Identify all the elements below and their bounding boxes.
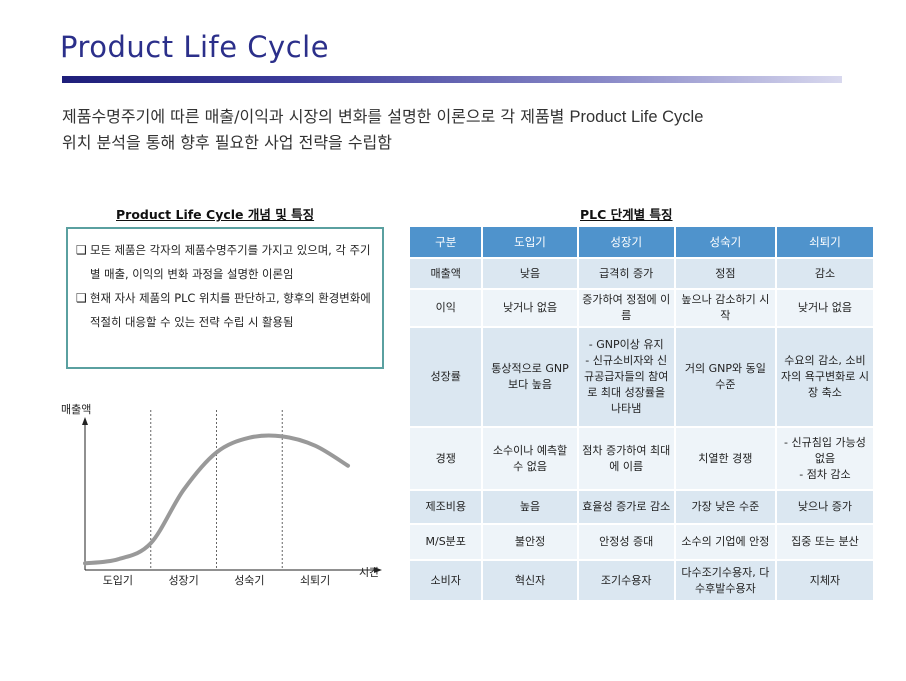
table-cell: 높으나 감소하기 시작 [675,290,775,328]
x-axis-arrow-icon [374,567,382,573]
table-cell: 수요의 감소, 소비자의 욕구변화로 시장 축소 [776,328,873,428]
table-row-label: 제조비용 [410,491,482,525]
table-header: 성숙기 [675,227,775,259]
table-row: 매출액 낮음 급격히 증가 정점 감소 [410,259,873,290]
table-header: 성장기 [578,227,674,259]
concept-bullet-text: 모든 제품은 각자의 제품수명주기를 가지고 있으며, 각 주기별 매출, 이익… [90,243,371,281]
table-cell: 효율성 증가로 감소 [578,491,674,525]
table-cell: 낮거나 없음 [483,290,577,328]
concept-bullet-text: 현재 자사 제품의 PLC 위치를 판단하고, 향후의 환경변화에 적절히 대응… [90,291,371,329]
table-cell: 혁신자 [483,561,577,602]
table-cell: 집중 또는 분산 [776,525,873,561]
stage-label: 성장기 [168,574,198,587]
plc-stage-table: 구분 도입기 성장기 성숙기 쇠퇴기 매출액 낮음 급격히 증가 정점 감소 이익 낮거나 없음 증가… [408,227,875,602]
page-title: Product Life Cycle [60,30,330,64]
intro-line1-b: Product Life Cycle [569,108,704,126]
stage-label: 도입기 [103,574,133,587]
table-cell: 지체자 [776,561,873,602]
table-cell: 치열한 경쟁 [675,428,775,491]
table-header: 쇠퇴기 [776,227,873,259]
table-cell: 증가하여 정점에 이름 [578,290,674,328]
table-heading: PLC 단계별 특징 [580,207,673,222]
y-axis-arrow-icon [82,417,88,425]
table-row-label: 이익 [410,290,482,328]
checkbox-icon: ❑ [76,243,87,257]
chart-ylabel: 매출액 [61,403,91,416]
table-cell: 정점 [675,259,775,290]
table-row: 이익 낮거나 없음 증가하여 정점에 이름 높으나 감소하기 시작 낮거나 없음 [410,290,873,328]
table-cell: 가장 낮은 수준 [675,491,775,525]
table-cell: 다수조기수용자, 다수후발수용자 [675,561,775,602]
table-cell: 감소 [776,259,873,290]
intro-line2: 위치 분석을 통해 향후 필요한 사업 전략을 수립함 [62,133,393,152]
table-cell: 점차 증가하여 최대에 이름 [578,428,674,491]
sales-curve [83,433,350,566]
table-header: 구분 [410,227,482,259]
table-row: 성장률 통상적으로 GNP보다 높음 - GNP이상 유지 - 신규소비자와 신규공… [410,328,873,428]
intro-line1-a: 제품수명주기에 따른 매출/이익과 시장의 변화를 설명한 이론으로 각 제품별 [62,107,570,126]
table-row-label: 소비자 [410,561,482,602]
stage-label: 쇠퇴기 [300,574,330,587]
table-cell: 통상적으로 GNP보다 높음 [483,328,577,428]
concept-box: ❑ 모든 제품은 각자의 제품수명주기를 가지고 있으며, 각 주기별 매출, … [66,227,384,369]
concept-bullet: ❑ 현재 자사 제품의 PLC 위치를 판단하고, 향후의 환경변화에 적절히 … [76,286,376,334]
table-row-label: M/S분포 [410,525,482,561]
table-cell: 소수이나 예측할 수 없음 [483,428,577,491]
table-row: M/S분포 불안정 안정성 증대 소수의 기업에 안정 집중 또는 분산 [410,525,873,561]
table-cell: 급격히 증가 [578,259,674,290]
table-cell: 소수의 기업에 안정 [675,525,775,561]
table-row: 제조비용 높음 효율성 증가로 감소 가장 낮은 수준 낮으나 증가 [410,491,873,525]
intro-text: 제품수명주기에 따른 매출/이익과 시장의 변화를 설명한 이론으로 각 제품별… [62,104,862,155]
table-header: 도입기 [483,227,577,259]
checkbox-icon: ❑ [76,291,87,305]
table-row: 경쟁 소수이나 예측할 수 없음 점차 증가하여 최대에 이름 치열한 경쟁 - 신규침… [410,428,873,491]
table-cell: 높음 [483,491,577,525]
table-cell: 낮음 [483,259,577,290]
table-cell: - 신규침입 가능성 없음 - 점차 감소 [776,428,873,491]
table-cell: - GNP이상 유지 - 신규소비자와 신규공급자들의 참여로 최대 성장률을 … [578,328,674,428]
title-underline [62,76,842,83]
chart-xlabel: 시간 [359,566,379,579]
table-cell: 낮거나 없음 [776,290,873,328]
table-row-label: 경쟁 [410,428,482,491]
table-cell: 낮으나 증가 [776,491,873,525]
table-row: 소비자 혁신자 조기수용자 다수조기수용자, 다수후발수용자 지체자 [410,561,873,602]
table-cell: 불안정 [483,525,577,561]
concept-bullet: ❑ 모든 제품은 각자의 제품수명주기를 가지고 있으며, 각 주기별 매출, … [76,238,376,286]
plc-chart: 매출액 시간 도입기 성장기 성숙기 쇠퇴기 [61,403,382,587]
stage-label: 성숙기 [234,574,264,587]
table-cell: 안정성 증대 [578,525,674,561]
table-row-label: 성장률 [410,328,482,428]
table-row-label: 매출액 [410,259,482,290]
table-cell: 거의 GNP와 동일 수준 [675,328,775,428]
concept-heading: Product Life Cycle 개념 및 특징 [116,207,315,222]
table-cell: 조기수용자 [578,561,674,602]
